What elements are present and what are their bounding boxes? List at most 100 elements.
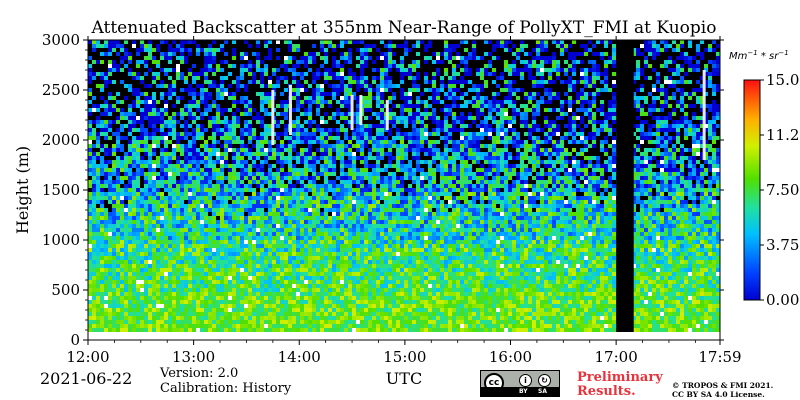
heatmap-cell [156, 120, 160, 124]
heatmap-cell [496, 60, 500, 64]
heatmap-cell [580, 40, 584, 44]
heatmap-cell [252, 104, 256, 108]
heatmap-cell [532, 52, 536, 56]
heatmap-cell [468, 88, 472, 92]
heatmap-cell [116, 72, 120, 76]
heatmap-cell [184, 128, 188, 132]
heatmap-cell [320, 80, 324, 84]
heatmap-cell [116, 112, 120, 116]
heatmap-cell [324, 56, 328, 60]
heatmap-cell [444, 124, 448, 128]
heatmap-cell [684, 56, 688, 60]
heatmap-cell [328, 144, 332, 148]
heatmap-cell [128, 120, 132, 124]
heatmap-cell [252, 76, 256, 80]
heatmap-cell [332, 108, 336, 112]
heatmap-cell [588, 84, 592, 88]
heatmap-cell [512, 60, 516, 64]
heatmap-cell [144, 48, 148, 52]
heatmap-cell [352, 76, 356, 80]
heatmap-cell [548, 80, 552, 84]
heatmap-cell [600, 120, 604, 124]
heatmap-cell [636, 88, 640, 92]
heatmap-cell [160, 132, 164, 136]
heatmap-cell [688, 108, 692, 112]
heatmap-cell [160, 100, 164, 104]
heatmap-cell [700, 116, 704, 120]
heatmap-cell [372, 160, 376, 164]
heatmap-cell [284, 56, 288, 60]
heatmap-cell [112, 60, 116, 64]
heatmap-cell [552, 96, 556, 100]
heatmap-cell [352, 48, 356, 52]
heatmap-cell [132, 148, 136, 152]
heatmap-cell [636, 56, 640, 60]
heatmap-cell [348, 56, 352, 60]
heatmap-cell [564, 136, 568, 140]
heatmap-cell [508, 160, 512, 164]
heatmap-cell [404, 164, 408, 168]
heatmap-cell [656, 48, 660, 52]
heatmap-cell [196, 96, 200, 100]
heatmap-cell [548, 100, 552, 104]
heatmap-cell [196, 56, 200, 60]
heatmap-cell [300, 132, 304, 136]
heatmap-cell [176, 144, 180, 148]
heatmap-cell [260, 104, 264, 108]
heatmap-cell [184, 136, 188, 140]
heatmap-cell [424, 128, 428, 132]
heatmap-cell [220, 116, 224, 120]
heatmap-cell [484, 112, 488, 116]
heatmap-cell [260, 96, 264, 100]
heatmap-cell [456, 136, 460, 140]
heatmap-cell [676, 72, 680, 76]
heatmap-cell [152, 140, 156, 144]
heatmap-cell [504, 72, 508, 76]
heatmap-cell [360, 56, 364, 60]
heatmap-cell [520, 56, 524, 60]
heatmap-cell [412, 56, 416, 60]
heatmap-cell [504, 160, 508, 164]
heatmap-cell [596, 148, 600, 152]
heatmap-cell [648, 88, 652, 92]
heatmap-cell [712, 108, 716, 112]
heatmap-cell [344, 64, 348, 68]
heatmap-cell [396, 80, 400, 84]
heatmap-cell [576, 80, 580, 84]
heatmap-cell [488, 68, 492, 72]
heatmap-cell [372, 48, 376, 52]
heatmap-cell [520, 88, 524, 92]
heatmap-cell [484, 156, 488, 160]
heatmap-cell [536, 128, 540, 132]
heatmap-cell [424, 72, 428, 76]
heatmap-cell [416, 160, 420, 164]
heatmap-cell [364, 124, 368, 128]
heatmap-cell [504, 64, 508, 68]
heatmap-cell [412, 68, 416, 72]
heatmap-cell [704, 112, 708, 116]
heatmap-cell [572, 96, 576, 100]
heatmap-cell [272, 164, 276, 168]
heatmap-cell [316, 88, 320, 92]
heatmap-cell [92, 56, 96, 60]
heatmap-cell [340, 64, 344, 68]
heatmap-cell [596, 112, 600, 116]
heatmap-cell [364, 156, 368, 160]
heatmap-cell [496, 44, 500, 48]
heatmap-cell [500, 140, 504, 144]
heatmap-cell [304, 40, 308, 44]
heatmap-cell [580, 64, 584, 68]
heatmap-cell [128, 64, 132, 68]
heatmap-cell [272, 48, 276, 52]
heatmap-cell [516, 120, 520, 124]
heatmap-cell [588, 136, 592, 140]
heatmap-cell [236, 52, 240, 56]
heatmap-cell [404, 76, 408, 80]
heatmap-cell [352, 56, 356, 60]
heatmap-cell [184, 84, 188, 88]
heatmap-cell [148, 148, 152, 152]
heatmap-cell [416, 100, 420, 104]
heatmap-cell [284, 80, 288, 84]
heatmap-cell [704, 140, 708, 144]
heatmap-cell [696, 156, 700, 160]
